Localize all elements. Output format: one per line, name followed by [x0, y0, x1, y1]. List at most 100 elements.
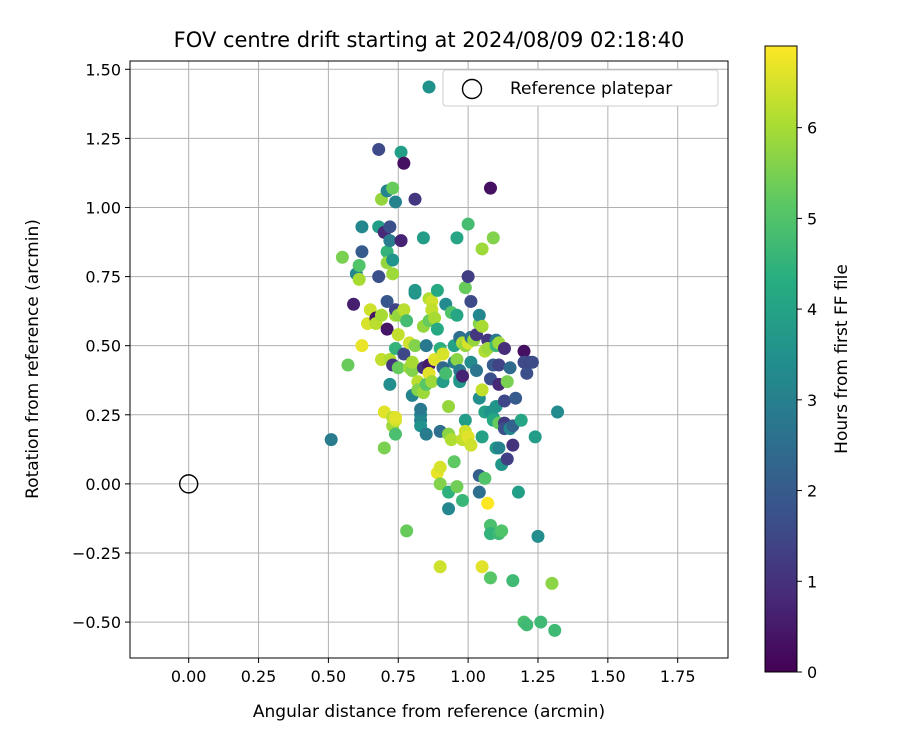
- x-axis-label: Angular distance from reference (arcmin): [253, 702, 605, 722]
- data-point: [388, 411, 402, 425]
- data-point: [461, 217, 475, 231]
- data-point: [377, 441, 391, 455]
- data-point: [503, 361, 517, 375]
- data-point: [324, 433, 338, 447]
- data-point: [386, 181, 400, 195]
- data-point: [500, 452, 514, 466]
- data-point: [478, 471, 492, 485]
- data-point: [464, 438, 478, 452]
- data-point: [397, 347, 411, 361]
- data-point: [408, 192, 422, 206]
- x-tick-label: 1.00: [450, 667, 486, 686]
- data-point: [458, 413, 472, 427]
- data-point: [405, 355, 419, 369]
- data-point: [442, 399, 456, 413]
- data-point: [492, 441, 506, 455]
- data-point: [372, 142, 386, 156]
- chart-title: FOV centre drift starting at 2024/08/09 …: [174, 28, 685, 52]
- data-point: [500, 375, 514, 389]
- data-point: [383, 234, 397, 248]
- legend: Reference platepar: [422, 69, 719, 107]
- data-point: [447, 455, 461, 469]
- data-point: [525, 355, 539, 369]
- data-point: [514, 413, 528, 427]
- data-point: [419, 427, 433, 441]
- colorbar-gradient: [764, 45, 798, 673]
- data-point: [442, 502, 456, 516]
- colorbar-tick-label: 3: [807, 391, 817, 410]
- data-point: [495, 524, 509, 538]
- data-point: [528, 430, 542, 444]
- data-point: [509, 391, 523, 405]
- y-tick-label: 0.25: [85, 406, 121, 425]
- data-point: [486, 231, 500, 245]
- y-tick-label: −0.25: [72, 544, 121, 563]
- data-point: [472, 485, 486, 499]
- data-point: [416, 231, 430, 245]
- data-point: [475, 319, 489, 333]
- data-point: [394, 234, 408, 248]
- x-tick-label: 1.25: [520, 667, 556, 686]
- y-tick-label: 0.00: [85, 475, 121, 494]
- data-point: [483, 181, 497, 195]
- data-point: [458, 281, 472, 295]
- data-point: [433, 560, 447, 574]
- legend-marker-reference: [461, 78, 483, 100]
- reference-point: [178, 474, 199, 494]
- colorbar-tick-label: 2: [807, 482, 817, 501]
- data-point: [380, 322, 394, 336]
- colorbar-tick-label: 0: [807, 663, 817, 682]
- x-tick-label: 1.75: [660, 667, 696, 686]
- x-tick-label: 0.75: [380, 667, 416, 686]
- colorbar-label: Hours from first FF file: [832, 264, 852, 454]
- data-point: [475, 430, 489, 444]
- colorbar: 0 1 2 3 4 5 6 Hours from first FF file: [764, 45, 852, 682]
- data-point: [545, 576, 559, 590]
- y-tick-label: 1.25: [85, 129, 121, 148]
- y-tick-label: 1.00: [85, 198, 121, 217]
- data-point: [400, 314, 414, 328]
- data-point: [408, 283, 422, 297]
- y-tick-label: 0.75: [85, 268, 121, 287]
- data-point: [534, 615, 548, 629]
- data-point: [352, 259, 366, 273]
- data-point: [470, 364, 484, 378]
- data-point: [419, 339, 433, 353]
- colorbar-tick-label: 4: [807, 300, 817, 319]
- data-point: [520, 618, 534, 632]
- data-point: [464, 294, 478, 308]
- plot-frame: [129, 60, 729, 659]
- data-point: [425, 375, 439, 389]
- x-tick-label: 0.25: [241, 667, 277, 686]
- data-point: [450, 353, 464, 366]
- data-point: [483, 571, 497, 585]
- data-point: [380, 294, 394, 308]
- data-point: [391, 328, 405, 342]
- data-point: [433, 460, 447, 474]
- data-point: [386, 267, 400, 281]
- x-axis: 0.00 0.25 0.50 0.75 1.00 1.25 1.50 1.75: [171, 658, 696, 686]
- data-point: [475, 383, 489, 397]
- data-point: [372, 270, 386, 284]
- x-tick-label: 1.50: [590, 667, 626, 686]
- data-point: [497, 394, 511, 408]
- data-point: [394, 145, 408, 159]
- legend-box: [442, 69, 719, 107]
- data-point: [355, 339, 369, 353]
- data-point: [341, 358, 355, 372]
- data-point: [475, 560, 489, 574]
- data-point: [383, 377, 397, 391]
- data-point: [355, 245, 369, 259]
- data-point: [548, 623, 562, 637]
- data-point: [386, 253, 400, 267]
- colorbar-tick-label: 1: [807, 572, 817, 591]
- y-axis: −0.50 −0.25 0.00 0.25 0.50 0.75 1.00 1.25 1.50: [72, 60, 130, 632]
- data-point: [506, 438, 520, 452]
- data-point: [456, 493, 470, 507]
- data-point: [492, 358, 506, 372]
- data-point: [481, 496, 495, 510]
- data-point: [388, 195, 402, 209]
- data-point: [497, 341, 511, 355]
- data-point: [430, 322, 444, 336]
